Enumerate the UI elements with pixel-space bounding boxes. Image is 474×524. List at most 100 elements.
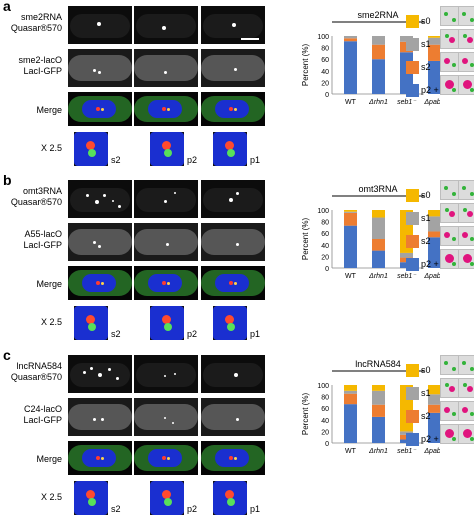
legend-swatch xyxy=(406,364,419,377)
y-tick-label: 40 xyxy=(321,69,329,76)
merge-spot xyxy=(234,282,237,285)
legend-label: s1 xyxy=(421,388,431,398)
diagram-thumb xyxy=(440,226,460,246)
rna-image xyxy=(201,6,265,44)
merge-spot xyxy=(96,456,100,460)
zoom-spot-red xyxy=(225,315,234,324)
merge-image xyxy=(201,266,265,300)
rna-image xyxy=(134,355,198,393)
magenta-dot xyxy=(449,211,455,217)
rna-image xyxy=(68,180,132,218)
rna-spot xyxy=(86,194,89,197)
legend-label: s0 xyxy=(421,365,431,375)
scale-bar xyxy=(241,38,259,40)
green-dot xyxy=(452,192,456,196)
bar-segment xyxy=(428,216,440,232)
zoom-label: p1 xyxy=(250,504,261,514)
rna-spot xyxy=(174,192,176,194)
rna-spot xyxy=(90,367,93,370)
bar-segment xyxy=(372,404,385,417)
green-dot xyxy=(470,18,474,22)
legend-swatch xyxy=(406,410,419,423)
bar-segment xyxy=(400,252,413,258)
merge-image xyxy=(201,92,265,126)
y-tick-label: 20 xyxy=(321,80,329,87)
row-label-line: Quasar®570 xyxy=(10,197,62,207)
row-label-line: omt3RNA xyxy=(22,186,62,196)
bar-segment xyxy=(428,231,440,238)
row-label-line: X 2.5 xyxy=(40,317,62,327)
legend-label: s1 xyxy=(421,213,431,223)
laci-spot xyxy=(93,241,96,244)
laci-image xyxy=(134,49,198,87)
merge-image xyxy=(68,92,132,126)
zoom-image xyxy=(150,132,184,166)
laci-spot xyxy=(166,243,169,246)
laci-spot xyxy=(164,71,167,74)
bar-segment xyxy=(344,393,357,405)
bar-segment xyxy=(372,217,385,239)
laci-image xyxy=(68,398,132,436)
row-label-line: LacI-GFP xyxy=(23,415,62,425)
zoom-spot-green xyxy=(164,149,172,157)
y-tick-label: 60 xyxy=(321,231,329,238)
zoom-label: p2 xyxy=(187,155,198,165)
magenta-dot xyxy=(445,254,454,263)
panel-c: c lncRNA584 Quasar®570 C24-lacO LacI-GFP Merg… xyxy=(0,347,474,524)
cell-outline xyxy=(201,404,265,430)
rna-spot xyxy=(108,368,111,371)
zoom-spot-green xyxy=(164,498,172,506)
diagram-thumb xyxy=(440,180,460,200)
cell-outline xyxy=(136,14,196,38)
zoom-spot-red xyxy=(162,315,171,324)
y-axis-label: Percent (%) xyxy=(301,44,310,87)
laci-image xyxy=(201,223,265,261)
green-dot xyxy=(470,192,474,196)
legend-label: s2 xyxy=(421,411,431,421)
y-tick-label: 20 xyxy=(321,429,329,436)
zoom-spot-green xyxy=(227,498,235,506)
y-tick-label: 20 xyxy=(321,254,329,261)
laci-spot xyxy=(236,243,239,246)
y-tick-label: 0 xyxy=(325,266,329,273)
bar-segment xyxy=(428,385,440,395)
zoom-label: p1 xyxy=(250,329,261,339)
bar-segment xyxy=(428,237,440,268)
bar-chart: sme2RNA 0 20 40 60 80 100 Percent (%) WT Δrhn1 seb… xyxy=(301,10,440,106)
legend-swatch xyxy=(406,84,419,97)
magenta-dot xyxy=(444,232,450,238)
y-tick-label: 60 xyxy=(321,406,329,413)
green-dot xyxy=(445,34,449,38)
row-label: X 2.5 xyxy=(0,492,62,503)
cell-outline xyxy=(201,229,265,255)
merge-spot xyxy=(162,281,166,285)
green-dot xyxy=(463,208,467,212)
cell-outline xyxy=(70,14,130,38)
y-axis-label: Percent (%) xyxy=(301,218,310,261)
y-axis-label: Percent (%) xyxy=(301,393,310,436)
green-dot xyxy=(470,437,474,441)
legend-swatch xyxy=(406,387,419,400)
row-label-line: X 2.5 xyxy=(40,143,62,153)
row-label-line: lncRNA584 xyxy=(16,361,62,371)
merge-spot xyxy=(234,108,237,111)
cell-outline xyxy=(134,404,198,430)
cell-outline xyxy=(201,55,265,81)
rna-spot xyxy=(229,198,233,202)
magenta-dot xyxy=(463,80,472,89)
magenta-dot xyxy=(467,211,473,217)
magenta-dot xyxy=(445,80,454,89)
green-dot xyxy=(462,12,466,16)
x-tick-label: Δrhn1 xyxy=(368,448,388,455)
diagram-thumb xyxy=(458,226,474,246)
diagram-thumb xyxy=(458,203,474,223)
legend-label: s2 xyxy=(421,236,431,246)
chart-title: sme2RNA xyxy=(357,10,398,20)
legend-swatch xyxy=(406,212,419,225)
merge-spot xyxy=(101,282,104,285)
row-label-line: A55-lacO xyxy=(24,229,62,239)
diagram-thumb xyxy=(458,180,474,200)
laci-image xyxy=(134,223,198,261)
legend-label: p2 + p1 xyxy=(421,259,452,269)
rna-spot xyxy=(174,373,176,375)
